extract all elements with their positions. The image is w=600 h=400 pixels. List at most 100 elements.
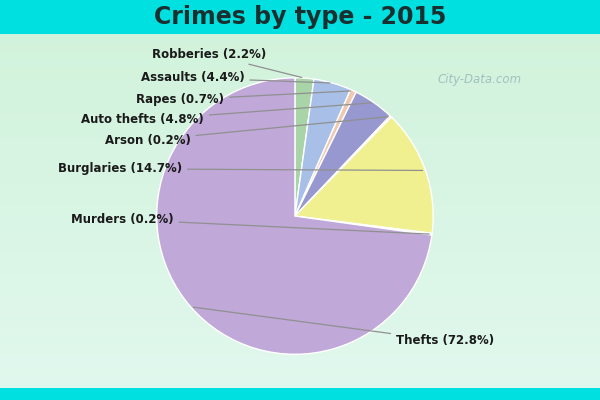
Bar: [0, 284, 600, 286]
Wedge shape: [295, 92, 390, 216]
Bar: [0, 329, 600, 331]
Bar: [0, 230, 600, 232]
Bar: [0, 190, 600, 192]
Bar: [0, 211, 600, 213]
Bar: [0, 93, 600, 95]
Bar: [0, 265, 600, 268]
Bar: [0, 320, 600, 322]
Wedge shape: [295, 116, 391, 216]
Bar: [0, 270, 600, 272]
Bar: [0, 55, 600, 58]
Bar: [0, 322, 600, 324]
Text: Murders (0.2%): Murders (0.2%): [71, 213, 429, 234]
Bar: [0, 209, 600, 211]
Bar: [0, 336, 600, 338]
Bar: [0, 378, 600, 381]
Bar: [0, 150, 600, 152]
Bar: [0, 280, 600, 282]
Bar: [0, 173, 600, 176]
Bar: [0, 291, 600, 294]
Wedge shape: [157, 78, 432, 354]
Bar: [0, 121, 600, 124]
Bar: [0, 48, 600, 50]
Bar: [0, 348, 600, 350]
Bar: [0, 65, 600, 67]
Bar: [0, 86, 600, 88]
Bar: [0, 145, 600, 147]
Bar: [0, 350, 600, 353]
Bar: [0, 277, 600, 280]
Bar: [0, 142, 600, 145]
Bar: [0, 76, 600, 79]
Bar: [0, 223, 600, 225]
Bar: [0, 268, 600, 270]
Bar: [0, 72, 600, 74]
Bar: [0, 303, 600, 306]
Bar: [0, 39, 600, 41]
Text: Burglaries (14.7%): Burglaries (14.7%): [58, 162, 422, 175]
Bar: [0, 374, 600, 376]
Bar: [0, 338, 600, 341]
Bar: [0, 67, 600, 69]
Bar: [0, 176, 600, 178]
Bar: [0, 98, 600, 100]
Bar: [0, 353, 600, 355]
Bar: [0, 69, 600, 72]
Bar: [0, 364, 600, 367]
Bar: [0, 376, 600, 378]
Bar: [0, 194, 600, 197]
Bar: [0, 74, 600, 76]
Bar: [0, 249, 600, 251]
Wedge shape: [295, 78, 314, 216]
Bar: [0, 296, 600, 298]
Bar: [0, 237, 600, 239]
Bar: [0, 116, 600, 119]
Bar: [0, 88, 600, 91]
Bar: [0, 46, 600, 48]
Bar: [0, 34, 600, 36]
Bar: [0, 282, 600, 284]
Bar: [0, 171, 600, 173]
Bar: [0, 53, 600, 55]
Bar: [0, 185, 600, 187]
Bar: [0, 386, 600, 388]
Bar: [0, 218, 600, 220]
Bar: [0, 260, 600, 263]
Bar: [0, 164, 600, 166]
Text: City-Data.com: City-Data.com: [438, 74, 522, 86]
Bar: [0, 306, 600, 308]
Bar: [0, 100, 600, 102]
Bar: [0, 334, 600, 336]
Bar: [0, 110, 600, 112]
Bar: [0, 298, 600, 301]
Bar: [0, 44, 600, 46]
Bar: [0, 180, 600, 183]
Bar: [0, 232, 600, 234]
Bar: [0, 383, 600, 386]
Bar: [0, 126, 600, 128]
Bar: [0, 213, 600, 216]
Bar: [0, 286, 600, 289]
Text: Rapes (0.7%): Rapes (0.7%): [136, 91, 350, 106]
Bar: [0, 355, 600, 357]
Bar: [0, 324, 600, 327]
Bar: [0, 251, 600, 254]
Bar: [0, 360, 600, 362]
Bar: [0, 228, 600, 230]
Bar: [0, 327, 600, 329]
Bar: [0, 178, 600, 180]
Text: Assaults (4.4%): Assaults (4.4%): [140, 71, 330, 84]
Bar: [0, 131, 600, 133]
Bar: [0, 206, 600, 209]
Bar: [0, 242, 600, 244]
Bar: [0, 239, 600, 242]
Text: Crimes by type - 2015: Crimes by type - 2015: [154, 5, 446, 29]
Bar: [0, 369, 600, 372]
Bar: [0, 157, 600, 159]
Bar: [0, 136, 600, 138]
Bar: [0, 289, 600, 291]
Bar: [0, 114, 600, 117]
Bar: [0, 220, 600, 223]
Bar: [0, 216, 600, 218]
Bar: [0, 50, 600, 53]
